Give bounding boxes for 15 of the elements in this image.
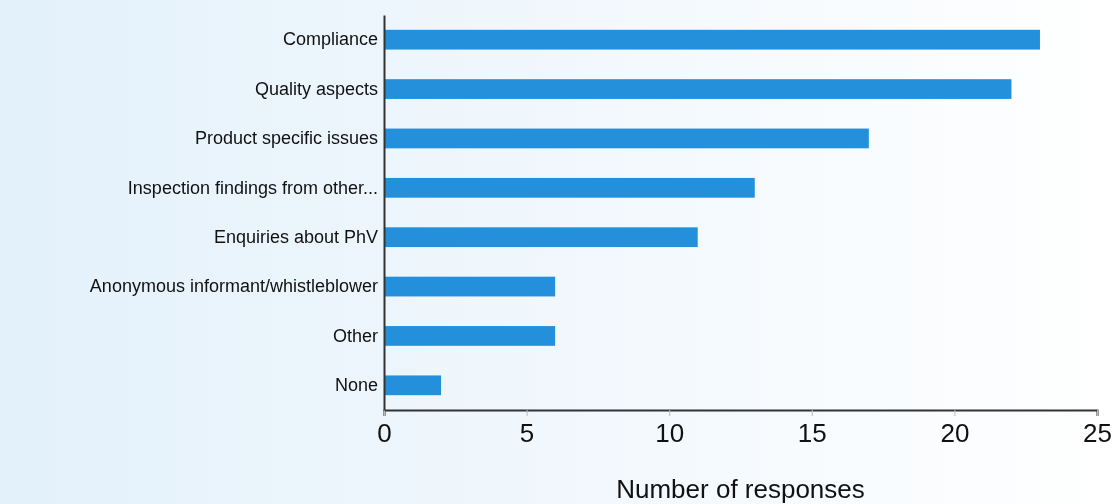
y-tick-label: Enquiries about PhV <box>213 226 378 247</box>
y-tick-label: Compliance <box>282 29 378 50</box>
x-tick-label: 20 <box>940 418 970 449</box>
x-tick-label: 10 <box>655 418 685 449</box>
y-tick-label: Quality aspects <box>254 78 378 99</box>
y-tick-label: Other <box>332 325 378 346</box>
y-tick-label: Inspection findings from other... <box>127 177 378 198</box>
x-tick-label: 15 <box>797 418 827 449</box>
y-tick-label: None <box>334 375 378 396</box>
x-axis-title: Number of responses <box>616 474 865 504</box>
y-tick-label: Anonymous informant/whistleblower <box>89 276 378 297</box>
x-tick-label: 25 <box>1083 418 1112 449</box>
x-tick-label: 5 <box>519 418 535 449</box>
x-tick-label: 0 <box>377 418 392 449</box>
y-tick-label: Product specific issues <box>194 128 378 149</box>
